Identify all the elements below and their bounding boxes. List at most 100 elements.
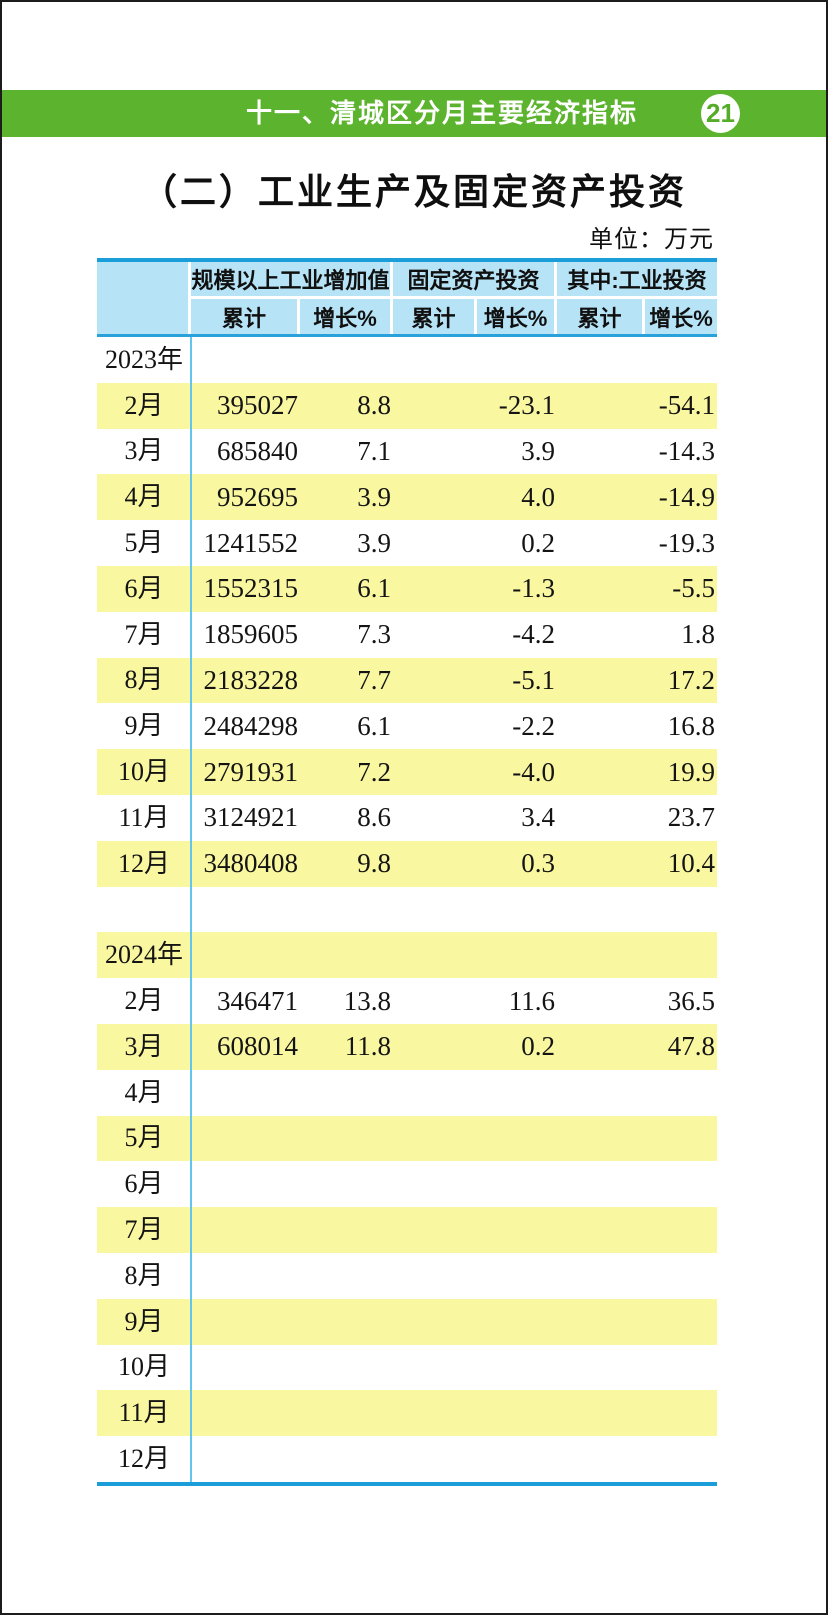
row-month-label: 2023年 — [104, 344, 183, 374]
table-row: 3月 608014 11.8 0.2 47.8 — [97, 1023, 717, 1070]
cell-industrial-added-value-cumulative: 952695 — [217, 481, 298, 512]
cell-industrial-investment-growth: 23.7 — [667, 802, 715, 833]
cell-industrial-added-value-growth: 7.7 — [357, 664, 391, 695]
cell-industrial-added-value-cumulative: 346471 — [217, 985, 298, 1016]
cell-industrial-added-value-cumulative: 608014 — [217, 1031, 298, 1062]
cell-fixed-asset-investment-growth: -4.2 — [512, 619, 555, 650]
cell-industrial-added-value-cumulative: 1552315 — [203, 573, 299, 604]
row-month-label: 8月 — [124, 1260, 164, 1290]
cell-industrial-investment-growth: -54.1 — [658, 390, 715, 421]
table-row: 4月 952695 3.9 4.0 -14.9 — [97, 474, 717, 521]
cell-fixed-asset-investment-growth: -2.2 — [512, 710, 555, 741]
row-month-label: 8月 — [124, 665, 164, 695]
table-row: 11月 — [97, 1390, 717, 1437]
header-group-fixed-asset-investment: 固定资产投资 — [393, 262, 557, 299]
row-month-label: 11月 — [118, 1398, 170, 1428]
cell-industrial-investment-growth: 17.2 — [667, 664, 715, 695]
row-month-label: 3月 — [124, 436, 164, 466]
cell-industrial-added-value-cumulative: 685840 — [217, 435, 298, 466]
cell-industrial-added-value-growth: 3.9 — [357, 527, 391, 558]
header-sub-cumulative-1: 累计 — [191, 299, 300, 334]
table-header: 规模以上工业增加值 固定资产投资 其中:工业投资 累计 增长% 累计 增长% 累… — [97, 262, 717, 334]
row-month-label: 2月 — [124, 390, 164, 420]
cell-industrial-added-value-growth: 8.8 — [357, 390, 391, 421]
cell-industrial-added-value-growth: 11.8 — [344, 1031, 391, 1062]
header-group-industrial-investment: 其中:工业投资 — [557, 262, 717, 299]
cell-industrial-added-value-cumulative: 1859605 — [203, 619, 299, 650]
cell-fixed-asset-investment-growth: -23.1 — [498, 390, 555, 421]
table-row: 3月 685840 7.1 3.9 -14.3 — [97, 429, 717, 475]
table-row: 11月 3124921 8.6 3.4 23.7 — [97, 795, 717, 841]
row-month-label: 9月 — [124, 711, 164, 741]
table-bottom-rule — [97, 1481, 717, 1486]
cell-industrial-investment-growth: -14.3 — [658, 435, 715, 466]
row-month-label: 4月 — [124, 1077, 164, 1107]
table-top-rule — [97, 258, 717, 262]
table-row: 8月 — [97, 1253, 717, 1299]
cell-industrial-added-value-growth: 6.1 — [357, 573, 391, 604]
row-month-label: 7月 — [124, 619, 164, 649]
row-month-label: 12月 — [117, 848, 170, 878]
month-column-divider — [190, 337, 192, 1482]
row-month-label: 12月 — [117, 1444, 170, 1474]
table-body: 2023年 2月 395027 8.8 -23.1 -54.1 3月 68584… — [97, 337, 717, 1482]
cell-fixed-asset-investment-growth: -1.3 — [512, 573, 555, 604]
cell-fixed-asset-investment-growth: 0.2 — [521, 527, 555, 558]
cell-industrial-investment-growth: 36.5 — [667, 985, 715, 1016]
table-header-bottom-rule — [97, 334, 717, 337]
row-month-label: 2024年 — [104, 940, 183, 970]
cell-fixed-asset-investment-growth: 0.3 — [521, 848, 555, 879]
cell-industrial-investment-growth: 47.8 — [667, 1031, 715, 1062]
row-month-label: 2月 — [124, 986, 164, 1016]
data-table: 规模以上工业增加值 固定资产投资 其中:工业投资 累计 增长% 累计 增长% 累… — [97, 258, 717, 1486]
table-row: 6月 — [97, 1161, 717, 1207]
table-row: 2月 395027 8.8 -23.1 -54.1 — [97, 382, 717, 429]
row-month-label: 3月 — [124, 1031, 164, 1061]
table-row: 9月 2484298 6.1 -2.2 16.8 — [97, 703, 717, 749]
cell-fixed-asset-investment-growth: -5.1 — [512, 664, 555, 695]
cell-industrial-added-value-cumulative: 2791931 — [203, 756, 299, 787]
cell-industrial-added-value-growth: 7.2 — [357, 756, 391, 787]
cell-fixed-asset-investment-growth: 4.0 — [521, 481, 555, 512]
cell-fixed-asset-investment-growth: 3.9 — [521, 435, 555, 466]
cell-fixed-asset-investment-growth: -4.0 — [512, 756, 555, 787]
cell-industrial-added-value-growth: 8.6 — [357, 802, 391, 833]
table-row: 4月 — [97, 1070, 717, 1116]
cell-industrial-added-value-cumulative: 1241552 — [203, 527, 299, 558]
table-row: 12月 3480408 9.8 0.3 10.4 — [97, 840, 717, 887]
row-month-label: 6月 — [124, 1169, 164, 1199]
cell-industrial-added-value-growth: 7.1 — [357, 435, 391, 466]
cell-industrial-added-value-growth: 6.1 — [357, 710, 391, 741]
header-sub-growth-2: 增长% — [477, 299, 557, 334]
table-row: 12月 — [97, 1436, 717, 1482]
unit-label: 单位：万元 — [589, 227, 714, 253]
row-month-label: 10月 — [117, 757, 170, 787]
row-month-label: 11月 — [118, 802, 170, 832]
table-row: 2023年 — [97, 337, 717, 383]
table-row: 2024年 — [97, 932, 717, 979]
cell-fixed-asset-investment-growth: 3.4 — [521, 802, 555, 833]
table-row: 7月 1859605 7.3 -4.2 1.8 — [97, 612, 717, 658]
cell-industrial-investment-growth: -5.5 — [672, 573, 715, 604]
cell-industrial-added-value-cumulative: 2484298 — [203, 710, 299, 741]
table-row: 6月 1552315 6.1 -1.3 -5.5 — [97, 565, 717, 612]
header-group-industrial-added-value: 规模以上工业增加值 — [191, 262, 393, 299]
table-row: 7月 — [97, 1207, 717, 1253]
cell-industrial-added-value-cumulative: 2183228 — [203, 664, 299, 695]
header-sub-growth-1: 增长% — [300, 299, 393, 334]
cell-industrial-added-value-cumulative: 3124921 — [203, 802, 299, 833]
section-header-title: 十一、清城区分月主要经济指标 — [245, 98, 638, 128]
cell-industrial-added-value-growth: 7.3 — [357, 619, 391, 650]
cell-industrial-added-value-growth: 3.9 — [357, 481, 391, 512]
cell-fixed-asset-investment-growth: 11.6 — [508, 985, 555, 1016]
table-row: 10月 — [97, 1345, 717, 1391]
row-month-label: 5月 — [124, 1123, 164, 1153]
row-month-label: 10月 — [117, 1352, 170, 1382]
section-header-band: 十一、清城区分月主要经济指标 21 — [2, 90, 826, 137]
cell-industrial-investment-growth: -14.9 — [658, 481, 715, 512]
cell-industrial-added-value-growth: 13.8 — [343, 985, 391, 1016]
cell-fixed-asset-investment-growth: 0.2 — [521, 1031, 555, 1062]
cell-industrial-investment-growth: 1.8 — [681, 619, 715, 650]
cell-industrial-added-value-cumulative: 3480408 — [203, 848, 299, 879]
